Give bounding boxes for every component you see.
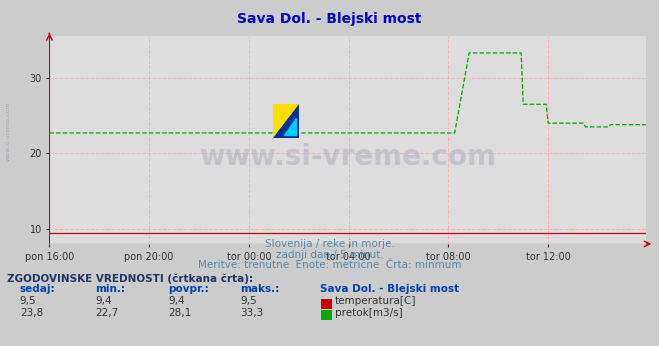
Text: temperatura[C]: temperatura[C]	[335, 297, 416, 307]
Text: Sava Dol. - Blejski most: Sava Dol. - Blejski most	[237, 12, 422, 26]
Text: Slovenija / reke in morje.: Slovenija / reke in morje.	[264, 239, 395, 249]
Text: 9,4: 9,4	[96, 297, 112, 307]
Text: Meritve: trenutne  Enote: metrične  Črta: minmum: Meritve: trenutne Enote: metrične Črta: …	[198, 260, 461, 270]
Text: sedaj:: sedaj:	[20, 284, 55, 294]
Text: povpr.:: povpr.:	[168, 284, 209, 294]
Text: 9,4: 9,4	[168, 297, 185, 307]
Text: min.:: min.:	[96, 284, 126, 294]
Text: zadnji dan / 5 minut.: zadnji dan / 5 minut.	[275, 250, 384, 260]
Text: www.si-vreme.com: www.si-vreme.com	[199, 143, 496, 171]
Text: pretok[m3/s]: pretok[m3/s]	[335, 308, 403, 318]
Polygon shape	[273, 104, 299, 138]
Text: 23,8: 23,8	[20, 308, 43, 318]
Text: 9,5: 9,5	[241, 297, 257, 307]
Text: 9,5: 9,5	[20, 297, 36, 307]
Text: 33,3: 33,3	[241, 308, 264, 318]
Text: ZGODOVINSKE VREDNOSTI (črtkana črta):: ZGODOVINSKE VREDNOSTI (črtkana črta):	[7, 273, 252, 284]
Text: 28,1: 28,1	[168, 308, 191, 318]
Text: maks.:: maks.:	[241, 284, 280, 294]
Polygon shape	[273, 104, 299, 138]
Polygon shape	[283, 118, 296, 135]
Text: www.si-vreme.com: www.si-vreme.com	[5, 102, 11, 161]
Text: 22,7: 22,7	[96, 308, 119, 318]
Text: Sava Dol. - Blejski most: Sava Dol. - Blejski most	[320, 284, 459, 294]
